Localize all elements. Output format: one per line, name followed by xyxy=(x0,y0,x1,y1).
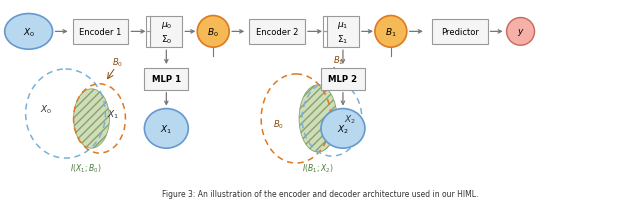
Ellipse shape xyxy=(321,109,365,148)
Text: $X_0$: $X_0$ xyxy=(22,26,35,38)
Text: MLP 2: MLP 2 xyxy=(328,75,358,84)
Text: $B_0$: $B_0$ xyxy=(112,57,123,69)
Ellipse shape xyxy=(507,18,534,46)
FancyBboxPatch shape xyxy=(432,19,488,45)
Text: $B_0$: $B_0$ xyxy=(273,118,284,130)
Text: $\mu_1$: $\mu_1$ xyxy=(337,20,349,31)
Text: $X_0$: $X_0$ xyxy=(40,103,52,115)
Text: $X_1$: $X_1$ xyxy=(160,123,172,135)
Ellipse shape xyxy=(375,16,407,48)
Ellipse shape xyxy=(299,85,337,152)
Text: Figure 3: An illustration of the encoder and decoder architecture used in our HI: Figure 3: An illustration of the encoder… xyxy=(162,189,478,198)
Text: $X_2$: $X_2$ xyxy=(337,123,349,135)
Text: $\mu_0$: $\mu_0$ xyxy=(161,20,172,31)
FancyBboxPatch shape xyxy=(249,19,305,45)
Text: $B_1$: $B_1$ xyxy=(385,26,397,38)
FancyBboxPatch shape xyxy=(72,19,129,45)
Text: $B_0$: $B_0$ xyxy=(207,26,219,38)
Text: $X_1$: $X_1$ xyxy=(108,108,120,120)
Text: $\Sigma_0$: $\Sigma_0$ xyxy=(161,33,172,45)
Ellipse shape xyxy=(74,89,109,148)
Text: $I(B_1; X_2)$: $I(B_1; X_2)$ xyxy=(302,162,333,174)
FancyBboxPatch shape xyxy=(321,69,365,90)
Text: $\Sigma_1$: $\Sigma_1$ xyxy=(337,33,349,45)
Text: $y$: $y$ xyxy=(516,27,524,38)
FancyBboxPatch shape xyxy=(150,16,182,48)
Ellipse shape xyxy=(4,14,52,50)
Ellipse shape xyxy=(145,109,188,148)
FancyBboxPatch shape xyxy=(327,16,359,48)
FancyBboxPatch shape xyxy=(145,69,188,90)
Text: Encoder 1: Encoder 1 xyxy=(79,28,122,37)
Text: MLP 1: MLP 1 xyxy=(152,75,181,84)
Text: $I(X_1; B_0)$: $I(X_1; B_0)$ xyxy=(70,162,101,174)
Text: $X_2$: $X_2$ xyxy=(344,113,356,125)
Text: Encoder 2: Encoder 2 xyxy=(256,28,298,37)
Text: Predictor: Predictor xyxy=(441,28,479,37)
Ellipse shape xyxy=(197,16,229,48)
Text: $B_1$: $B_1$ xyxy=(333,55,344,67)
